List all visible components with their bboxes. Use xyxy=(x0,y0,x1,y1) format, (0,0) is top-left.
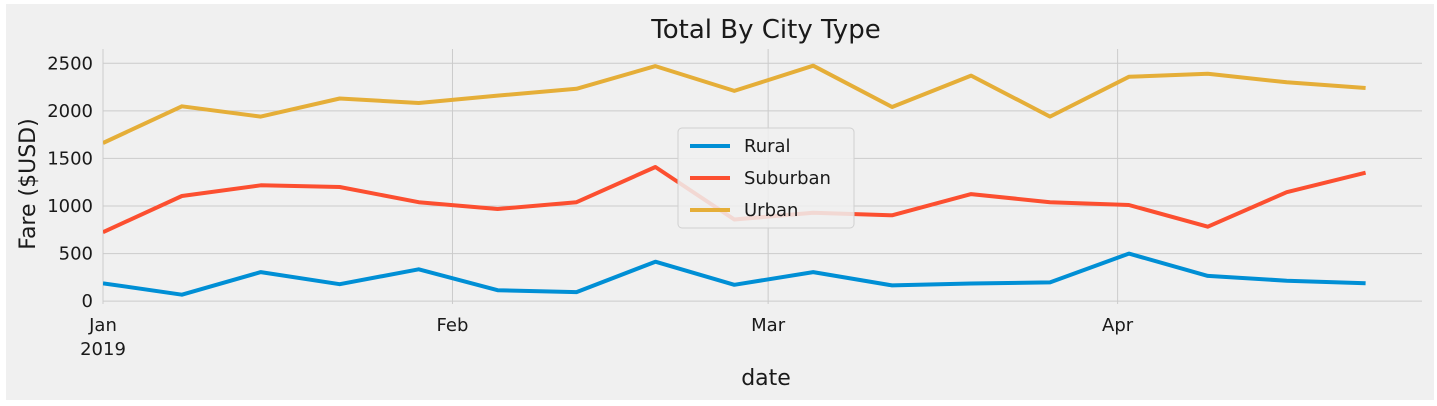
x-tick-label: Apr xyxy=(1102,315,1134,336)
legend-label-suburban: Suburban xyxy=(744,168,831,189)
series-line-urban xyxy=(103,63,1366,145)
x-axis-label: date xyxy=(741,366,791,391)
y-tick-label: 2500 xyxy=(47,53,93,74)
y-tick-label: 0 xyxy=(82,291,93,312)
y-axis-label: Fare ($USD) xyxy=(16,118,41,249)
chart-figure: 0 500 1000 1500 2000 2500 Jan 2019 Feb Mar Apr Rur… xyxy=(6,4,1434,400)
chart-title: Total By City Type xyxy=(650,15,880,45)
line-chart: 0 500 1000 1500 2000 2500 Jan 2019 Feb Mar Apr Rur… xyxy=(16,15,1422,391)
legend-label-rural: Rural xyxy=(744,136,791,157)
x-tick-year-label: 2019 xyxy=(80,339,126,360)
x-tick-label: Jan xyxy=(88,315,117,336)
y-tick-label: 2000 xyxy=(47,101,93,122)
y-tick-label: 1000 xyxy=(47,196,93,217)
y-tick-label: 500 xyxy=(59,244,93,265)
y-tick-label: 1500 xyxy=(47,148,93,169)
legend-label-urban: Urban xyxy=(744,200,798,221)
x-tick-label: Feb xyxy=(437,315,469,336)
legend-box xyxy=(677,127,855,229)
x-tick-label: Mar xyxy=(751,315,786,336)
series-line-rural xyxy=(103,251,1366,297)
